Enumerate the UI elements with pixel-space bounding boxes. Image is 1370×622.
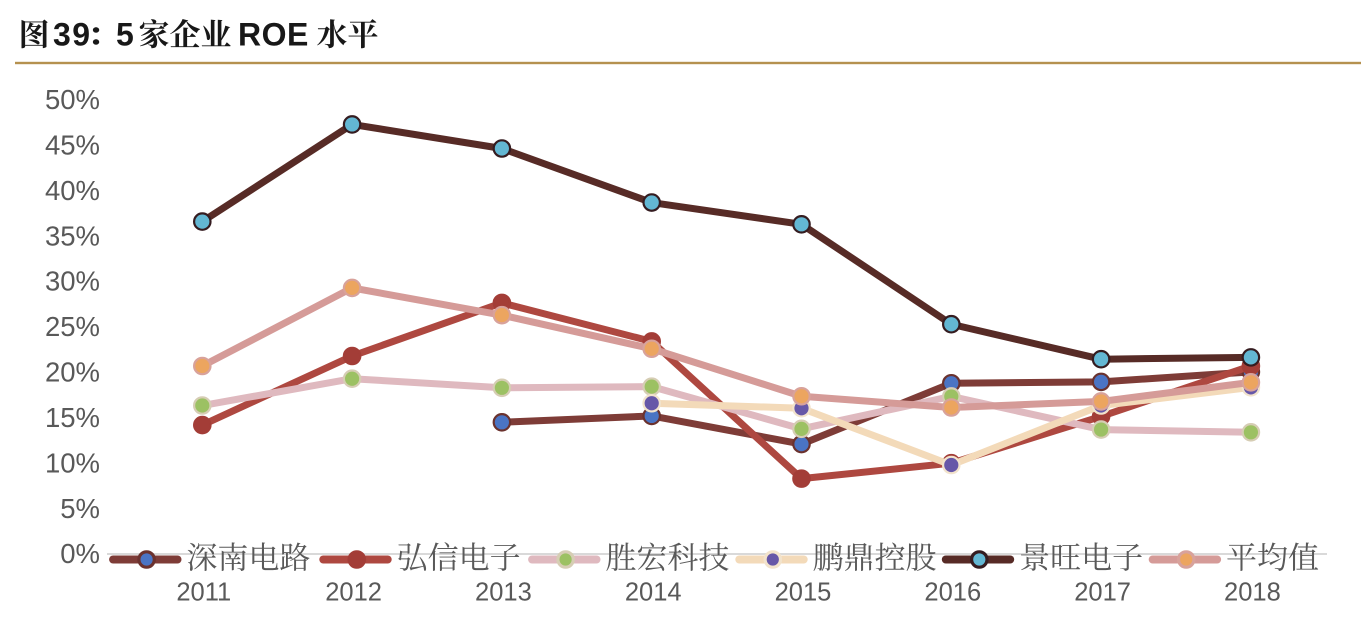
svg-text:30%: 30%	[45, 266, 100, 297]
svg-text:2014: 2014	[625, 579, 682, 607]
svg-text:ROE: ROE	[238, 17, 309, 53]
svg-text:0%: 0%	[60, 538, 100, 569]
svg-text:2011: 2011	[176, 579, 231, 607]
svg-text:2013: 2013	[475, 579, 532, 607]
svg-text:45%: 45%	[45, 130, 100, 161]
svg-text:2018: 2018	[1224, 579, 1281, 607]
svg-text:5%: 5%	[60, 493, 100, 524]
svg-text:5: 5	[116, 17, 134, 53]
svg-text:20%: 20%	[45, 357, 100, 388]
svg-text:50%: 50%	[45, 84, 100, 115]
svg-text:2017: 2017	[1074, 579, 1131, 607]
svg-text:2015: 2015	[775, 579, 832, 607]
svg-text:2016: 2016	[924, 579, 981, 607]
svg-text:15%: 15%	[45, 402, 100, 433]
svg-text:39: 39	[53, 17, 92, 53]
svg-text:40%: 40%	[45, 175, 100, 206]
svg-text:35%: 35%	[45, 220, 100, 251]
svg-text:10%: 10%	[45, 447, 100, 478]
svg-text:2012: 2012	[325, 579, 382, 607]
svg-text:25%: 25%	[45, 311, 100, 342]
